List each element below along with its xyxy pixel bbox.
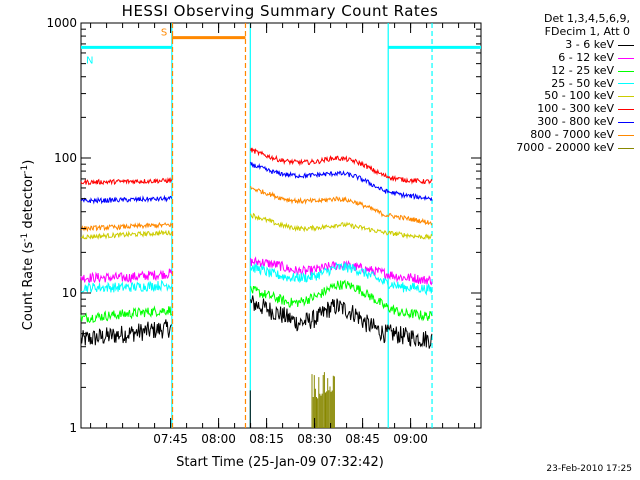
- legend-swatch: [618, 57, 634, 59]
- series-line-8: [81, 185, 433, 233]
- legend-entry: 3 - 6 keV: [484, 37, 634, 52]
- legend-swatch: [618, 148, 634, 150]
- axes: 1 10 100 1000 07:45 08:00 08:15 08:30 08:45 09:00: [46, 16, 481, 446]
- series-line-3: [80, 279, 433, 324]
- legend-swatch: [618, 122, 634, 124]
- legend-swatch: [618, 44, 634, 46]
- legend-header-line-2: FDecim 1, Att 0: [544, 24, 630, 38]
- y-tick-label-1000: 1000: [46, 16, 77, 30]
- series-group: [80, 147, 433, 428]
- y-axis-label-exp-2: -1: [19, 164, 30, 174]
- y-axis-label: Count Rate (s-1 detector-1): [20, 160, 36, 331]
- legend-swatch: [618, 83, 634, 85]
- x-tick-label: 08:15: [249, 432, 284, 446]
- x-tick-label: 08:00: [201, 432, 236, 446]
- y-tick-label-100: 100: [54, 151, 77, 165]
- legend-entry-label: 6 - 12 keV: [558, 50, 614, 64]
- y-tick-label-1: 1: [69, 421, 77, 435]
- legend-entry-label: 50 - 100 keV: [544, 89, 614, 103]
- x-axis-label: Start Time (25-Jan-09 07:32:42): [176, 455, 384, 470]
- vertical-markers: [171, 23, 433, 428]
- footer-timestamp: 23-Feb-2010 17:25: [546, 464, 632, 474]
- series-spikes-7000-20000: [311, 372, 335, 428]
- legend-swatch: [618, 135, 634, 137]
- legend-entry-label: 3 - 6 keV: [565, 37, 614, 51]
- series-line-4: [80, 261, 433, 296]
- legend-entry-label: 7000 - 20000 keV: [516, 141, 614, 155]
- plot-border: [80, 22, 482, 429]
- legend: Det 1,3,4,5,6,9, FDecim 1, Att 0 3 - 6 k…: [484, 12, 634, 155]
- chart-title: HESSI Observing Summary Count Rates: [121, 2, 439, 20]
- legend-entry: 25 - 50 keV: [484, 76, 634, 91]
- flag-label-n: N: [86, 55, 93, 66]
- y-axis-label-part-2: detector: [21, 173, 37, 233]
- legend-entry: 100 - 300 keV: [484, 102, 634, 116]
- legend-entry-label: 300 - 800 keV: [537, 115, 614, 129]
- x-tick-label: 08:30: [297, 432, 332, 446]
- x-tick-label: 09:00: [393, 432, 428, 446]
- series-line-7: [80, 161, 433, 205]
- plot-frame: [80, 22, 482, 429]
- legend-entry: 800 - 7000 keV: [484, 128, 634, 142]
- legend-entry-label: 100 - 300 keV: [537, 102, 614, 116]
- legend-swatch: [618, 109, 634, 111]
- y-axis-label-part-3: ): [21, 159, 37, 165]
- legend-entry-label: 12 - 25 keV: [551, 63, 614, 77]
- legend-entry-label: 800 - 7000 keV: [530, 128, 614, 142]
- legend-swatch: [618, 70, 634, 72]
- y-axis-label-part-1: Count Rate (s: [21, 241, 37, 331]
- flag-bars: SN: [81, 28, 481, 66]
- x-tick-label: 08:45: [345, 432, 380, 446]
- legend-entry: 50 - 100 keV: [484, 90, 634, 103]
- legend-swatch: [618, 96, 634, 98]
- legend-header-line-1: Det 1,3,4,5,6,9,: [543, 12, 630, 25]
- y-axis-label-exp-1: -1: [19, 232, 30, 242]
- legend-entry-label: 25 - 50 keV: [551, 76, 614, 90]
- legend-entry: 300 - 800 keV: [484, 115, 634, 129]
- legend-entry: 6 - 12 keV: [484, 50, 634, 65]
- flag-label-s: S: [161, 28, 167, 39]
- series-line-5: [80, 212, 433, 241]
- series-line-6: [80, 147, 433, 186]
- series-line-1: [80, 295, 433, 349]
- y-tick-label-10: 10: [62, 286, 77, 300]
- x-tick-label: 07:45: [153, 432, 188, 446]
- legend-entry: 12 - 25 keV: [484, 63, 634, 78]
- legend-entry: 7000 - 20000 keV: [484, 141, 634, 155]
